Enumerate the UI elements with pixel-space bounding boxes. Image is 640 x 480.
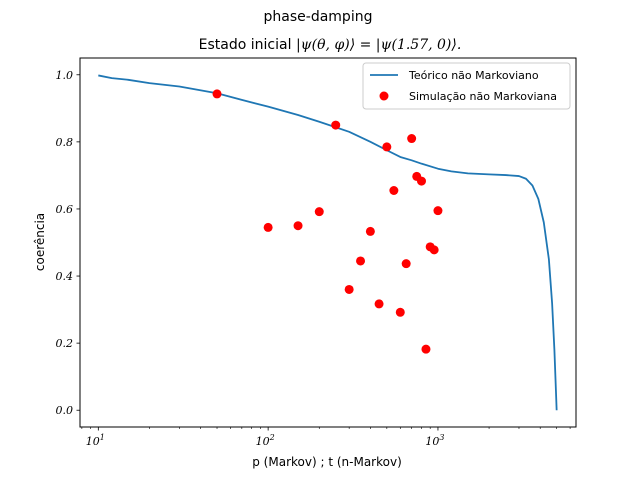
y-axis-label: coerência [33, 213, 47, 271]
x-tick-label-base: 10 [256, 435, 270, 448]
y-tick-label: 0.6 [56, 203, 74, 216]
x-tick-label: 103 [425, 433, 444, 448]
legend-marker-swatch [379, 91, 389, 101]
series-layer [98, 74, 558, 411]
simulation-point [433, 206, 443, 216]
x-tick-label: 101 [86, 433, 105, 448]
x-tick-label-exponent: 1 [100, 433, 105, 442]
chart-title-prefix: Estado inicial [199, 37, 296, 53]
y-tick-label: 0.2 [56, 337, 74, 350]
simulation-point [401, 259, 411, 269]
simulation-point [429, 245, 439, 255]
simulation-point [314, 207, 324, 217]
simulation-point [389, 186, 399, 196]
chart-title-math: |ψ(θ, φ)⟩ = |ψ(1.57, 0)⟩. [296, 37, 461, 53]
x-tick-label: 102 [256, 433, 275, 448]
y-tick-label: 0.8 [56, 136, 74, 149]
simulation-point [263, 222, 273, 232]
plot-area [80, 58, 576, 427]
x-tick-label-exponent: 2 [269, 433, 275, 442]
simulation-point [365, 226, 375, 236]
y-tick-label: 0.4 [56, 270, 74, 283]
simulation-point [374, 299, 384, 309]
legend-box [362, 62, 571, 110]
chart-title: Estado inicial |ψ(θ, φ)⟩ = |ψ(1.57, 0)⟩. [199, 37, 462, 53]
y-axis-ticks: 0.0 0.2 0.4 0.6 0.8 1.0 [56, 69, 80, 417]
simulation-point [421, 344, 431, 354]
x-tick-label-exponent: 3 [439, 433, 444, 442]
plot-frame [79, 57, 577, 428]
legend-label-simulation: Simulação não Markoviana [409, 90, 557, 103]
x-tick-label-base: 10 [86, 435, 100, 448]
y-tick-label: 1.0 [56, 69, 74, 82]
x-axis-ticks: 101 102 103 [81, 427, 571, 448]
y-tick-label: 0.0 [56, 404, 74, 417]
simulation-point [382, 142, 392, 152]
figure-title: phase-damping [264, 9, 373, 25]
simulation-point [344, 284, 354, 294]
simulation-point [212, 89, 222, 99]
legend-label-theory: Teórico não Markoviano [408, 69, 539, 82]
x-axis-label: p (Markov) ; t (n-Markov) [252, 455, 402, 469]
legend: Teórico não Markoviano Simulação não Mar… [362, 62, 571, 110]
x-tick-label-base: 10 [425, 435, 439, 448]
simulation-point [356, 256, 366, 266]
simulation-point [416, 176, 426, 186]
simulation-point [395, 307, 405, 317]
simulation-point [331, 120, 341, 130]
simulation-point [407, 134, 417, 144]
simulation-point [293, 221, 303, 231]
